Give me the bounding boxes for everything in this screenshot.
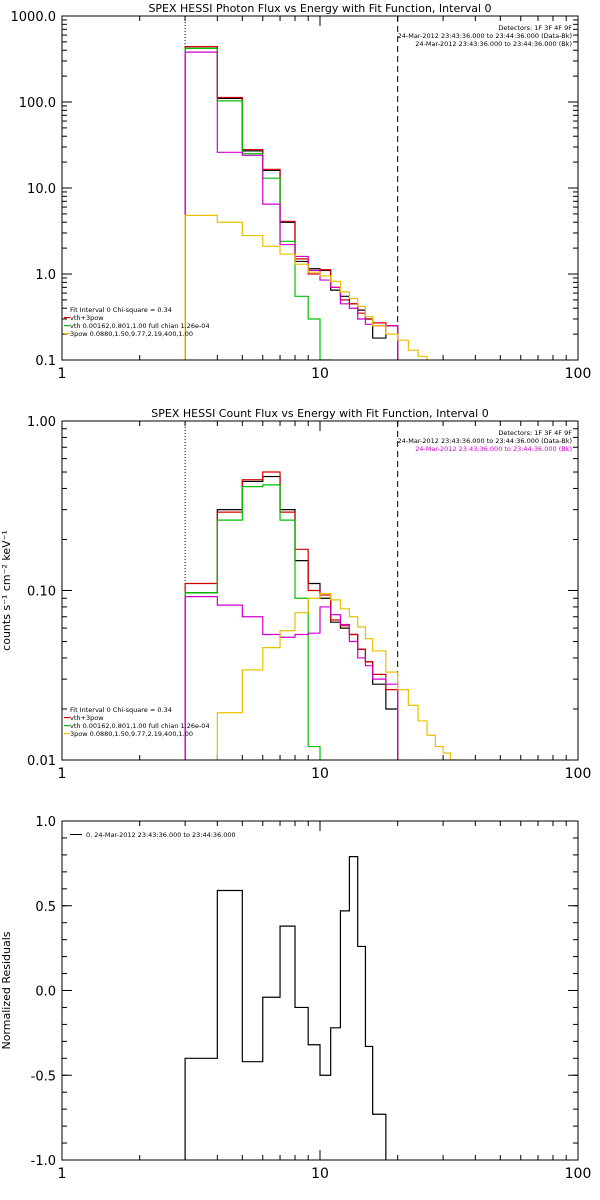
x-tick-label: 1 [58, 366, 67, 382]
plot-frame [61, 420, 579, 761]
y-tick-label: 10.0 [27, 182, 56, 197]
x-tick-label: 100 [565, 766, 592, 782]
x-tick-label: 100 [565, 366, 592, 382]
y-tick-label: 0.5 [35, 900, 56, 915]
legend-top-right-entry: Detectors: 1F 3F 4F 9F [498, 24, 572, 32]
x-tick-label: 10 [311, 766, 329, 782]
legend-top-right-entry: 24-Mar-2012 23:43:36.000 to 23:44:36.000… [415, 40, 572, 48]
y-tick-label: 1.0 [35, 815, 56, 830]
x-tick-label: 10 [311, 366, 329, 382]
legend-top-right-entry: 24-Mar-2012 23:43:36.000 to 23:44:36.000… [415, 445, 572, 453]
legend-bottom-left-entry: Fit Interval 0 Chi-square = 0.34 [70, 706, 172, 714]
series-line-4 [184, 51, 399, 360]
y-tick-label: -0.5 [31, 1069, 56, 1084]
plot-frame [61, 820, 579, 1161]
y-tick-label: -1.0 [31, 1154, 56, 1169]
chart-panel-2: SPEX HESSI Count Flux vs Energy with Fit… [0, 407, 592, 782]
series-line-2 [184, 471, 399, 760]
y-tick-label: 0.10 [27, 585, 56, 600]
x-tick-label: 1 [58, 766, 67, 782]
legend-swatch-mark [64, 725, 69, 727]
legend-bottom-left-entry: vth+3pow [70, 314, 104, 322]
legend-bottom-left-entry: vth+3pow [70, 714, 104, 722]
legend-bottom-left-entry: vth 0.00162,0.801,1.00 full chian 1.26e-… [70, 722, 210, 730]
series-line-1 [184, 856, 387, 1160]
series-line-5 [216, 592, 458, 760]
series-line-5 [184, 214, 428, 360]
chart-title: SPEX HESSI Photon Flux vs Energy with Fi… [148, 2, 491, 15]
chart-panel-1: SPEX HESSI Photon Flux vs Energy with Fi… [11, 2, 592, 382]
y-tick-label: 0.1 [35, 354, 56, 369]
y-tick-label: 1.0 [35, 268, 56, 283]
x-tick-label: 1 [58, 1166, 67, 1182]
y-tick-label: 1000.0 [11, 10, 57, 25]
legend-top-right-entry: 24-Mar-2012 23:43:36.000 to 23:44:36.000… [398, 437, 572, 445]
y-tick-label: 1.00 [27, 415, 56, 430]
legend-swatch-mark [64, 733, 69, 735]
y-tick-label: 0.01 [27, 754, 56, 769]
legend-bottom-left-entry: Fit Interval 0 Chi-square = 0.34 [70, 306, 172, 314]
legend-top-right-entry: 24-Mar-2012 23:43:36.000 to 23:44:36.000… [398, 32, 572, 40]
chart-title: SPEX HESSI Count Flux vs Energy with Fit… [151, 407, 488, 420]
legend-swatch-mark [64, 325, 69, 327]
y-axis-label: Normalized Residuals [0, 931, 13, 1049]
legend-bottom-left-entry: 3pow 0.0880,1.50,9.77,2.19,400,1.00 [70, 330, 193, 338]
legend-bottom-left-entry: 3pow 0.0880,1.50,9.77,2.19,400,1.00 [70, 730, 193, 738]
y-tick-label: 0.0 [35, 985, 56, 1000]
series-line-3 [184, 47, 332, 360]
y-tick-label: 100.0 [19, 96, 56, 111]
plot-frame [61, 15, 579, 361]
ticks [61, 820, 579, 1161]
legend-swatch-mark [64, 717, 69, 719]
legend-top-right-entry: Detectors: 1F 3F 4F 9F [498, 429, 572, 437]
x-tick-label: 10 [311, 1166, 329, 1182]
legend-top-left-entry: 0. 24-Mar-2012 23:43:36.000 to 23:44:36.… [86, 831, 236, 839]
legend-swatch-mark [64, 333, 69, 335]
series-line-4 [184, 596, 399, 760]
x-tick-label: 100 [565, 1166, 592, 1182]
series-line-3 [184, 484, 321, 760]
chart-panel-3: Normalized Residuals 1 10 100 -1.0 -0.5 0.0 0.5… [0, 815, 591, 1182]
legend-swatch-mark [64, 317, 69, 319]
series-line-2 [184, 46, 399, 360]
y-axis-label: counts s⁻¹ cm⁻² keV⁻¹ [0, 530, 13, 651]
legend-bottom-left-entry: vth 0.00162,0.801,1.00 full chian 1.26e-… [70, 322, 210, 330]
